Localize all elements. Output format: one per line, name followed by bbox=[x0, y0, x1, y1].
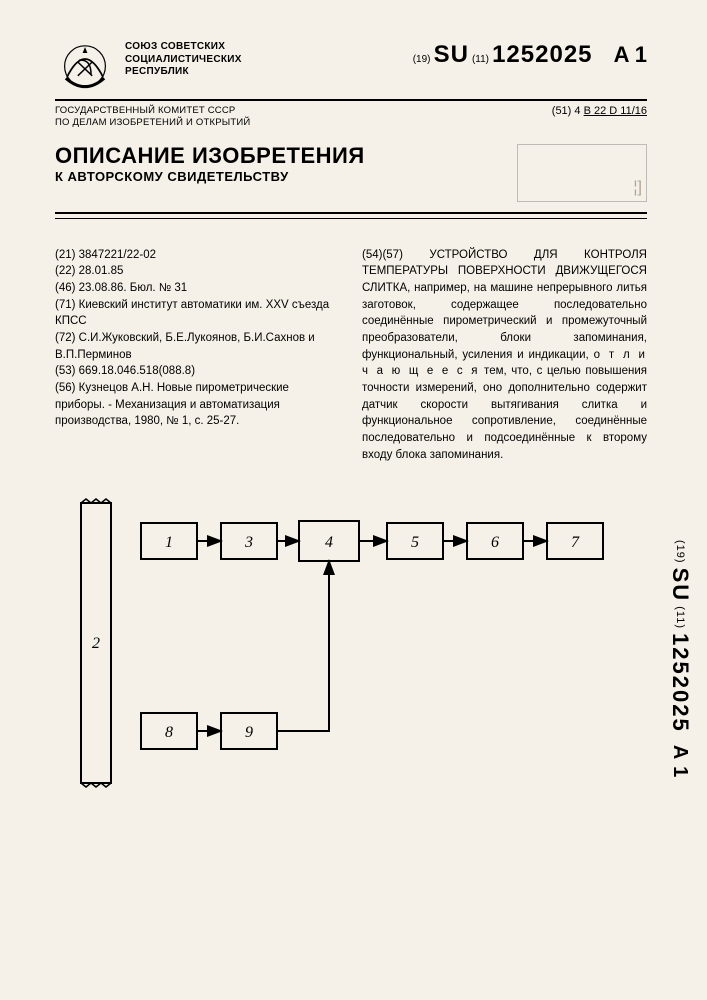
svg-text:7: 7 bbox=[571, 534, 580, 551]
header-row: СОЮЗ СОВЕТСКИХ СОЦИАЛИСТИЧЕСКИХ РЕСПУБЛИ… bbox=[55, 35, 647, 95]
biblio-columns: (21) 3847221/22-02 (22) 28.01.85 (46) 23… bbox=[55, 247, 647, 464]
side-kind-prefix: (11) bbox=[674, 606, 686, 629]
side-kind: A 1 bbox=[669, 745, 691, 778]
svg-text:2: 2 bbox=[92, 635, 100, 652]
union-line2: СОЦИАЛИСТИЧЕСКИХ bbox=[125, 54, 242, 67]
svg-text:5: 5 bbox=[411, 534, 419, 551]
ipc-block: (51) 4 B 22 D 11/16 bbox=[552, 105, 647, 130]
sub-title: К АВТОРСКОМУ СВИДЕТЕЛЬСТВУ bbox=[55, 169, 365, 184]
divider-title-1 bbox=[55, 212, 647, 214]
title-block: ОПИСАНИЕ ИЗОБРЕТЕНИЯ К АВТОРСКОМУ СВИДЕТ… bbox=[55, 144, 647, 202]
ipc-prefix: (51) 4 bbox=[552, 105, 581, 117]
stamp-box: ¦] bbox=[517, 144, 647, 202]
patent-page: СОЮЗ СОВЕТСКИХ СОЦИАЛИСТИЧЕСКИХ РЕСПУБЛИ… bbox=[0, 0, 707, 1000]
main-title: ОПИСАНИЕ ИЗОБРЕТЕНИЯ bbox=[55, 144, 365, 167]
country-prefix: (19) bbox=[413, 54, 431, 65]
svg-text:8: 8 bbox=[165, 724, 173, 741]
ipc-code: B 22 D 11/16 bbox=[584, 105, 647, 117]
publication-number: (19) SU (11) 1252025 A 1 bbox=[413, 35, 647, 69]
field-21: (21) 3847221/22-02 bbox=[55, 247, 340, 264]
ussr-emblem-icon bbox=[55, 35, 115, 95]
field-22: (22) 28.01.85 bbox=[55, 263, 340, 280]
committee-line2: ПО ДЕЛАМ ИЗОБРЕТЕНИЙ И ОТКРЫТИЙ bbox=[55, 117, 250, 129]
union-line3: РЕСПУБЛИК bbox=[125, 66, 242, 79]
side-su: SU bbox=[668, 568, 693, 603]
field-46: (46) 23.08.86. Бюл. № 31 bbox=[55, 280, 340, 297]
country-code: SU bbox=[434, 41, 469, 68]
side-pub-label: (19) SU (11) 1252025 A 1 bbox=[667, 540, 693, 778]
svg-text:1: 1 bbox=[165, 534, 173, 551]
block-diagram: 2 1 3 4 5 6 7 8 9 bbox=[55, 493, 647, 793]
field-72: (72) С.И.Жуковский, Б.Е.Лукоянов, Б.И.Са… bbox=[55, 330, 340, 363]
below-header: ГОСУДАРСТВЕННЫЙ КОМИТЕТ СССР ПО ДЕЛАМ ИЗ… bbox=[55, 105, 647, 130]
kind-code: A 1 bbox=[614, 42, 647, 67]
svg-text:6: 6 bbox=[491, 534, 499, 551]
divider-title-2 bbox=[55, 218, 647, 219]
field-53: (53) 669.18.046.518(088.8) bbox=[55, 363, 340, 380]
union-line1: СОЮЗ СОВЕТСКИХ bbox=[125, 41, 242, 54]
committee-block: ГОСУДАРСТВЕННЫЙ КОМИТЕТ СССР ПО ДЕЛАМ ИЗ… bbox=[55, 105, 250, 130]
pub-number-value: 1252025 bbox=[492, 41, 592, 68]
side-prefix: (19) bbox=[674, 540, 686, 564]
left-column: (21) 3847221/22-02 (22) 28.01.85 (46) 23… bbox=[55, 247, 340, 464]
title-text: ОПИСАНИЕ ИЗОБРЕТЕНИЯ К АВТОРСКОМУ СВИДЕТ… bbox=[55, 144, 365, 184]
right-column-abstract: (54)(57) УСТРОЙСТВО ДЛЯ КОНТРОЛЯ ТЕМПЕРА… bbox=[362, 247, 647, 464]
union-text: СОЮЗ СОВЕТСКИХ СОЦИАЛИСТИЧЕСКИХ РЕСПУБЛИ… bbox=[125, 35, 242, 79]
abstract-body2: тем, что, с целью повышения точности изм… bbox=[362, 365, 647, 460]
kind-prefix: (11) bbox=[472, 54, 489, 65]
svg-text:9: 9 bbox=[245, 724, 253, 741]
diagram-svg: 2 1 3 4 5 6 7 8 9 bbox=[71, 493, 631, 793]
svg-text:3: 3 bbox=[244, 534, 253, 551]
committee-line1: ГОСУДАРСТВЕННЫЙ КОМИТЕТ СССР bbox=[55, 105, 250, 117]
field-56: (56) Кузнецов А.Н. Новые пирометрические… bbox=[55, 380, 340, 430]
abstract-prefix: (54)(57) bbox=[362, 249, 429, 261]
svg-text:4: 4 bbox=[325, 534, 333, 551]
field-71: (71) Киевский институт автоматики им. XX… bbox=[55, 297, 340, 330]
divider-top bbox=[55, 99, 647, 101]
side-number: 1252025 bbox=[668, 633, 693, 733]
